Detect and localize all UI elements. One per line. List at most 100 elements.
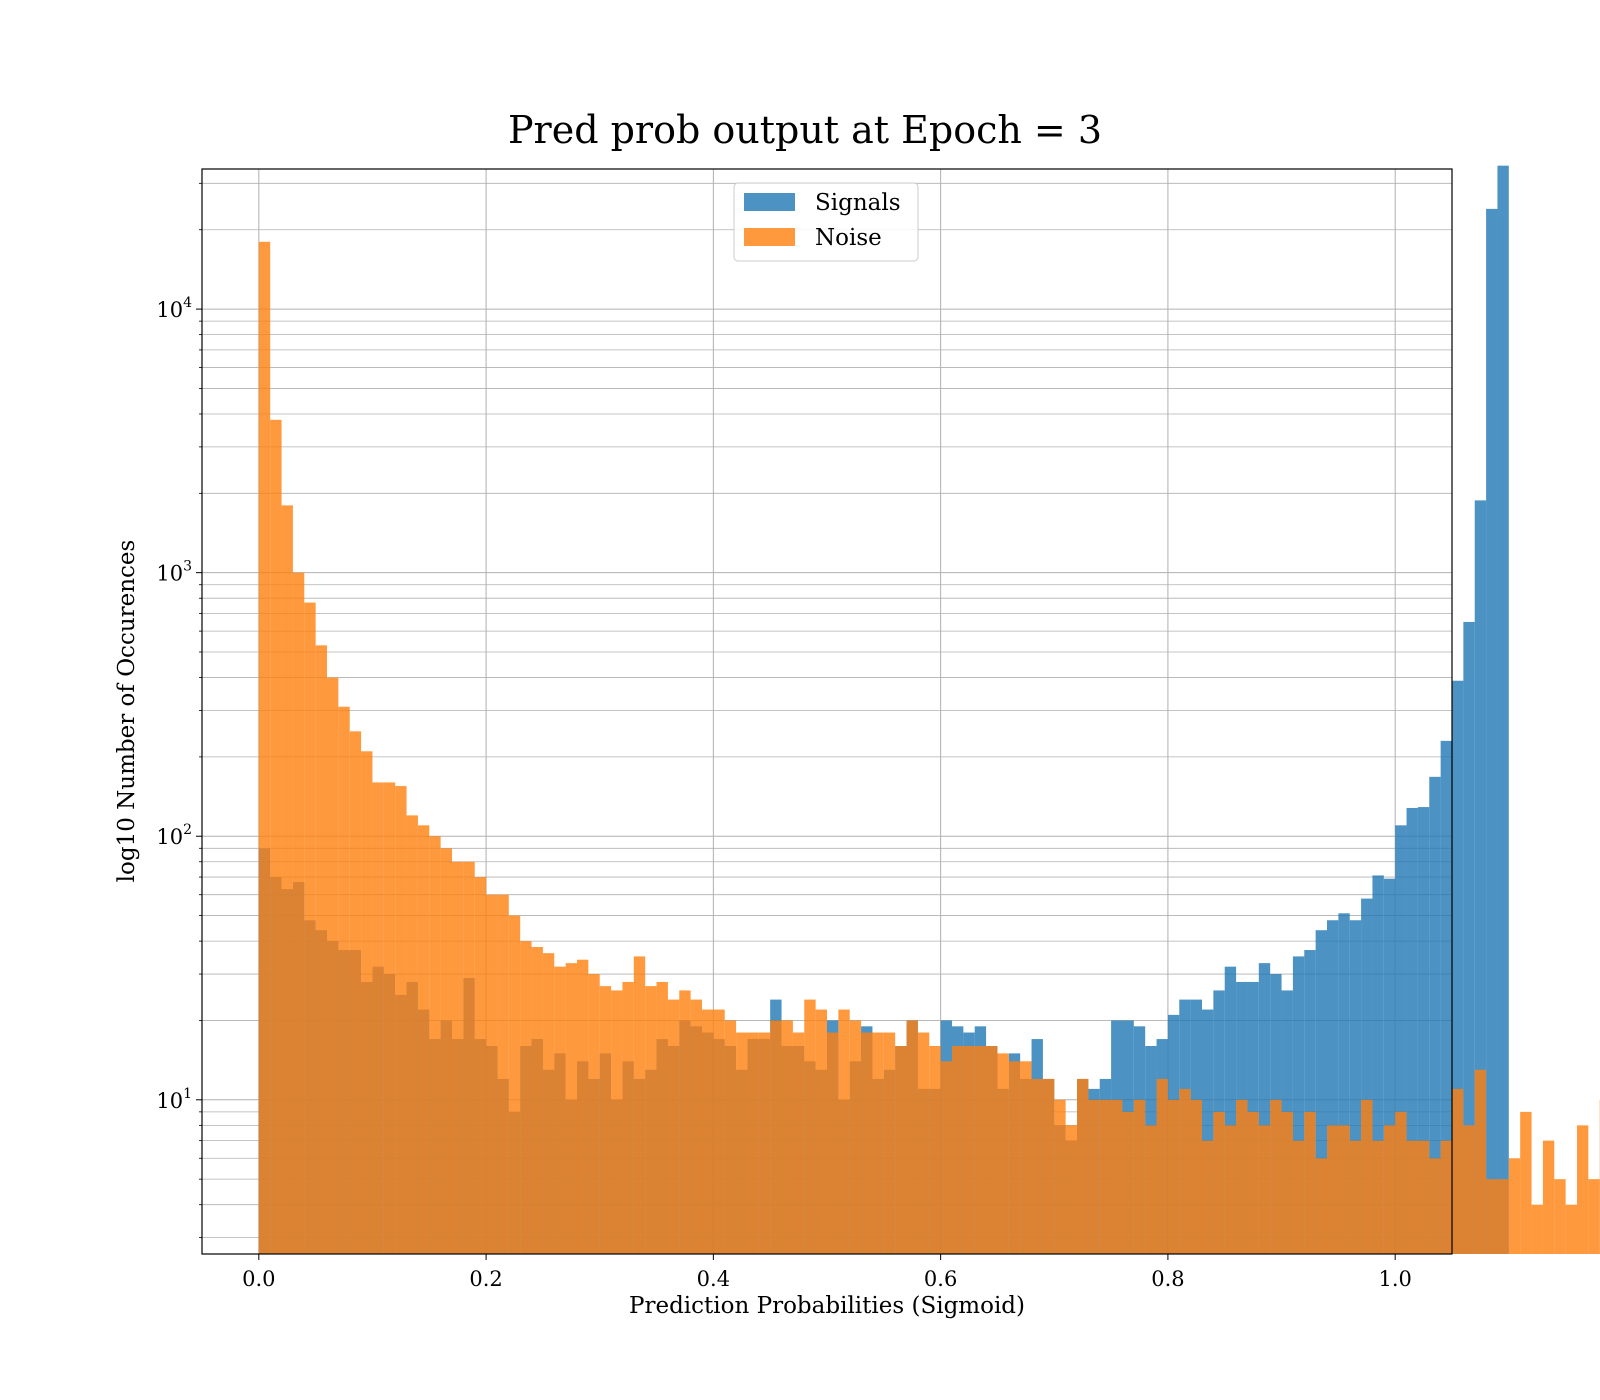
noise-bar bbox=[792, 1032, 805, 1254]
noise-bar bbox=[1099, 1099, 1112, 1254]
noise-bar bbox=[1258, 1125, 1271, 1254]
signals-bar bbox=[1383, 878, 1396, 1254]
noise-bar bbox=[588, 974, 600, 1254]
noise-bar bbox=[713, 1009, 725, 1254]
noise-bar bbox=[1315, 1158, 1327, 1254]
noise-bar bbox=[486, 894, 498, 1254]
signals-bar bbox=[1349, 920, 1362, 1254]
noise-bar bbox=[1463, 1125, 1475, 1254]
axis-ticks: 0.0 0.2 0.4 0.6 0.8 1.0 101 102 103 104 bbox=[156, 182, 1412, 1291]
legend-label-signals: Signals bbox=[815, 190, 901, 216]
noise-bar bbox=[1508, 1158, 1521, 1254]
noise-bar bbox=[1497, 1179, 1509, 1254]
noise-bar bbox=[258, 241, 271, 1255]
noise-bar bbox=[770, 1020, 782, 1254]
noise-bar bbox=[1202, 1140, 1214, 1254]
noise-bar bbox=[1020, 1061, 1032, 1254]
noise-bar bbox=[1213, 1111, 1225, 1254]
noise-bar bbox=[1304, 1111, 1316, 1254]
noise-bar bbox=[929, 1046, 941, 1254]
noise-bar bbox=[440, 848, 452, 1254]
signals-bar bbox=[1429, 776, 1441, 1254]
noise-bar bbox=[883, 1032, 896, 1254]
noise-bar bbox=[656, 981, 668, 1254]
signals-bar bbox=[1202, 1009, 1214, 1254]
noise-bar bbox=[1270, 1099, 1282, 1254]
noise-bar bbox=[1111, 1099, 1123, 1254]
noise-bar bbox=[315, 645, 327, 1254]
noise-bar bbox=[940, 1061, 952, 1254]
noise-bar bbox=[758, 1032, 771, 1254]
noise-bar bbox=[406, 815, 418, 1254]
signals-bar bbox=[1452, 680, 1464, 1254]
y-tick-label: 101 bbox=[156, 1086, 192, 1113]
noise-bar bbox=[781, 1020, 793, 1254]
noise-bar bbox=[1429, 1158, 1441, 1254]
noise-bar bbox=[952, 1046, 964, 1254]
noise-bar bbox=[1031, 1078, 1043, 1254]
noise-bar bbox=[270, 419, 282, 1254]
legend: Signals Noise bbox=[733, 182, 919, 262]
signals-bar bbox=[1327, 920, 1339, 1254]
y-axis-label: log10 Number of Occurences bbox=[114, 540, 140, 883]
noise-bar bbox=[997, 1053, 1009, 1254]
noise-bar bbox=[1338, 1125, 1350, 1254]
noise-bar bbox=[1292, 1140, 1305, 1254]
noise-bar bbox=[577, 959, 589, 1254]
x-tick-label: 0.8 bbox=[1151, 1267, 1184, 1291]
noise-bar bbox=[1452, 1088, 1464, 1254]
noise-bar bbox=[702, 1009, 714, 1254]
noise-bar bbox=[1008, 1061, 1021, 1254]
noise-bar bbox=[1531, 1204, 1543, 1254]
signals-bar bbox=[1292, 956, 1305, 1254]
y-tick-label: 104 bbox=[156, 295, 192, 322]
noise-bar bbox=[361, 751, 373, 1254]
noise-bar bbox=[861, 1032, 873, 1254]
noise-bar bbox=[292, 572, 305, 1254]
noise-bar bbox=[1224, 1125, 1237, 1254]
noise-bar bbox=[1486, 1179, 1498, 1254]
signals-bar bbox=[1224, 966, 1237, 1254]
noise-bar bbox=[1088, 1099, 1100, 1254]
noise-bar bbox=[1474, 1069, 1487, 1254]
noise-bar bbox=[372, 782, 384, 1254]
signals-bar bbox=[1497, 165, 1509, 1254]
noise-bar bbox=[508, 915, 521, 1254]
noise-bar bbox=[622, 981, 634, 1254]
bars bbox=[258, 165, 1600, 1255]
noise-bar bbox=[1236, 1099, 1248, 1254]
signals-bar bbox=[1395, 825, 1407, 1254]
noise-bar bbox=[395, 786, 407, 1254]
noise-bar bbox=[1145, 1125, 1157, 1254]
legend-label-noise: Noise bbox=[815, 225, 882, 251]
noise-bar bbox=[849, 1020, 862, 1254]
noise-bar bbox=[1417, 1140, 1430, 1254]
noise-bar bbox=[520, 941, 532, 1254]
noise-bar bbox=[554, 966, 566, 1254]
noise-bar bbox=[383, 782, 396, 1254]
noise-bar bbox=[1565, 1204, 1577, 1254]
noise-bar bbox=[1372, 1140, 1384, 1254]
signals-bar bbox=[1406, 807, 1418, 1254]
x-tick-label: 1.0 bbox=[1378, 1267, 1411, 1291]
noise-bar bbox=[645, 986, 657, 1254]
noise-bar bbox=[1327, 1125, 1339, 1254]
noise-bar bbox=[1588, 1179, 1600, 1254]
signals-bar bbox=[1474, 500, 1487, 1254]
noise-bar bbox=[895, 1046, 907, 1254]
noise-bar bbox=[281, 505, 293, 1254]
noise-bar bbox=[1042, 1078, 1055, 1254]
noise-bar bbox=[1395, 1111, 1407, 1254]
noise-bar bbox=[872, 1032, 884, 1254]
noise-bar bbox=[349, 731, 362, 1254]
noise-bar bbox=[1520, 1111, 1532, 1254]
noise-bar bbox=[1554, 1179, 1566, 1254]
noise-bar bbox=[1133, 1099, 1146, 1254]
noise-bar bbox=[452, 861, 464, 1254]
noise-bar bbox=[838, 1009, 850, 1254]
series-noise bbox=[258, 241, 1600, 1255]
noise-bar bbox=[1167, 1099, 1180, 1254]
noise-bar bbox=[1247, 1111, 1259, 1254]
noise-bar bbox=[429, 836, 441, 1254]
